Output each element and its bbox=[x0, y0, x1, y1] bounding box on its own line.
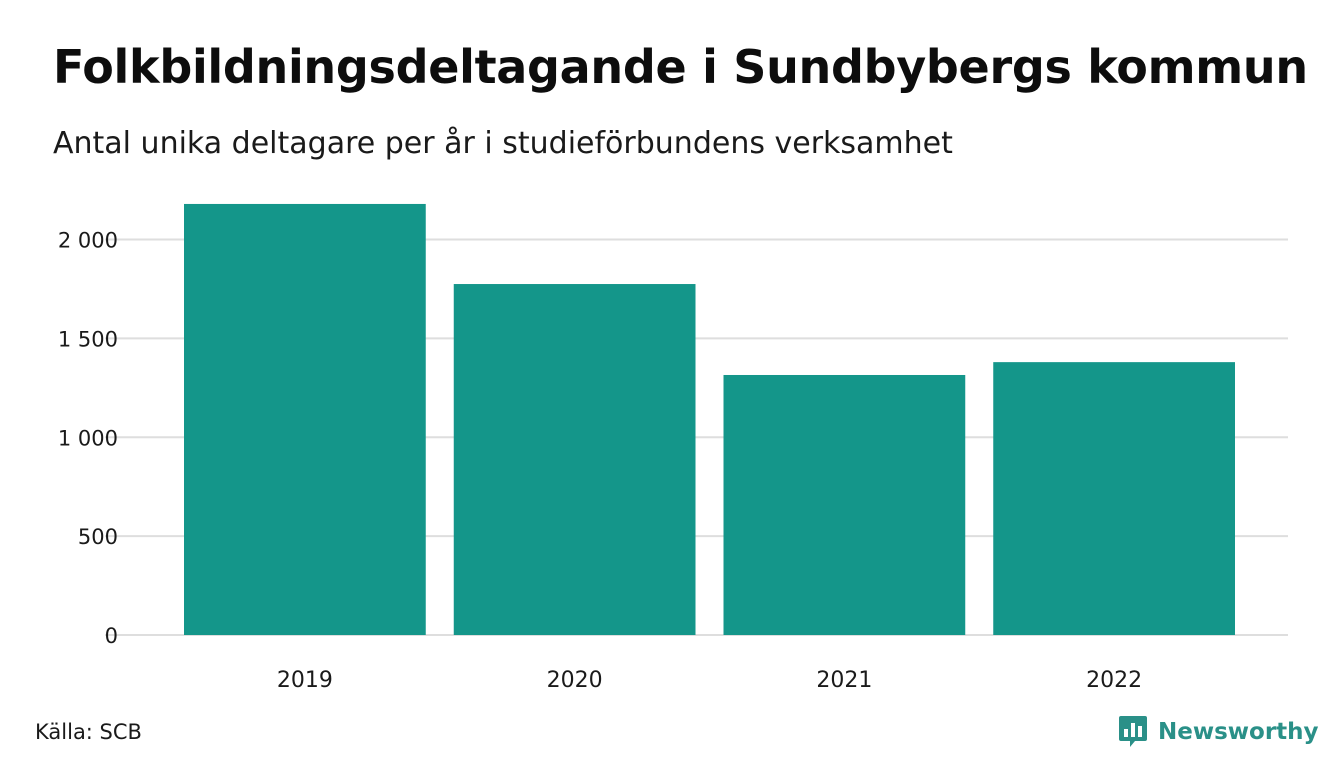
bar-2019 bbox=[184, 203, 426, 636]
chart-title: Folkbildningsdeltagande i Sundbybergs ko… bbox=[53, 40, 1308, 94]
x-axis-tick-labels: 2019 2020 2021 2022 bbox=[277, 668, 1142, 693]
chart-subtitle: Antal unika deltagare per år i studieför… bbox=[53, 126, 953, 161]
bar-2022 bbox=[993, 362, 1235, 635]
x-tick-label: 2021 bbox=[816, 668, 872, 693]
brand-name: Newsworthy bbox=[1158, 719, 1319, 745]
y-tick-label: 1 500 bbox=[58, 327, 118, 351]
newsworthy-logo: Newsworthy bbox=[1118, 715, 1319, 749]
y-tick-label: 2 000 bbox=[58, 229, 118, 253]
bar-chart-speech-bubble-icon bbox=[1119, 716, 1147, 747]
y-tick-label: 1 000 bbox=[58, 426, 118, 450]
bar-2020 bbox=[453, 284, 696, 635]
bar-2021 bbox=[723, 374, 966, 635]
bars bbox=[184, 203, 1235, 636]
y-axis-tick-labels: 0 500 1 000 1 500 2 000 bbox=[58, 229, 118, 648]
x-tick-label: 2022 bbox=[1086, 668, 1142, 693]
x-tick-label: 2020 bbox=[547, 668, 603, 693]
x-tick-label: 2019 bbox=[277, 668, 333, 693]
y-tick-label: 0 bbox=[105, 624, 118, 648]
y-tick-label: 500 bbox=[78, 525, 118, 549]
source-note: Källa: SCB bbox=[35, 720, 142, 744]
